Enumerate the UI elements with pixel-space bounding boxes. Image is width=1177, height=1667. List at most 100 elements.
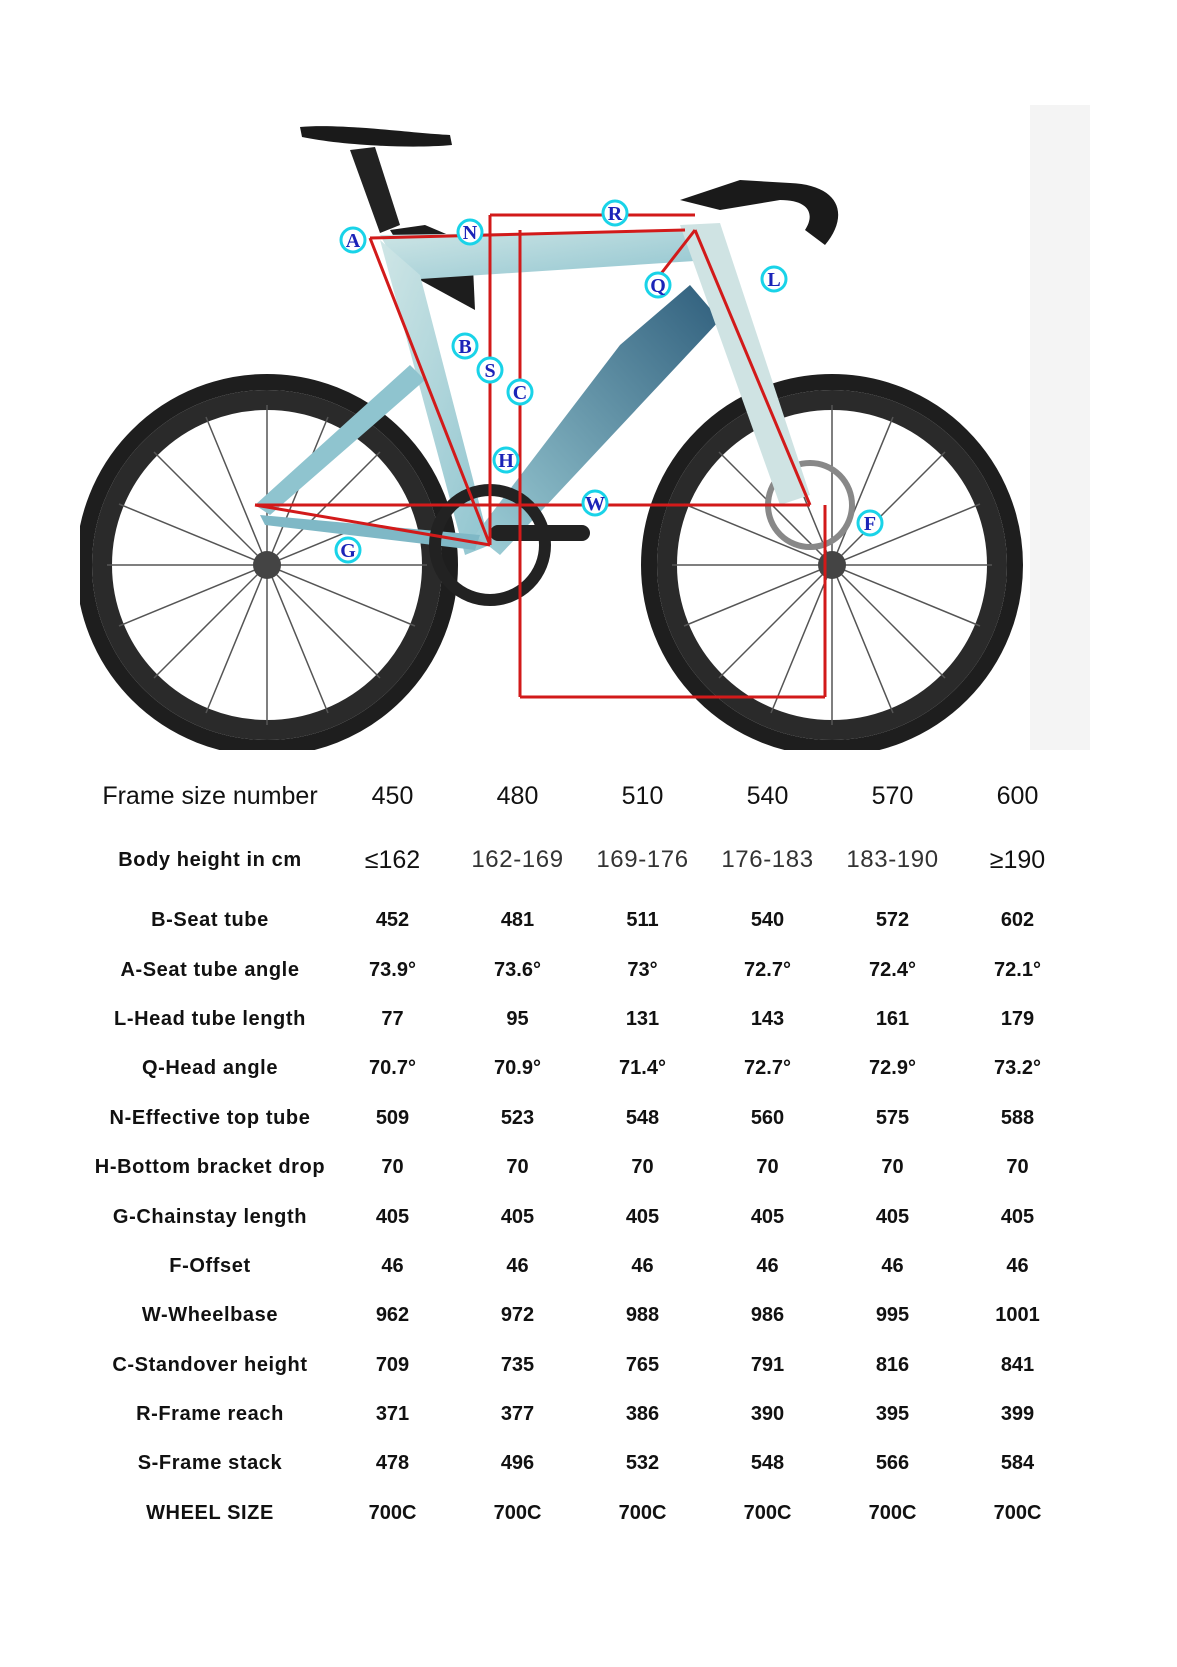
row-value: 179 xyxy=(1000,1007,1035,1030)
row-value: 700C xyxy=(368,1501,417,1524)
frame-size-510: 510 xyxy=(621,781,664,810)
table-row: R-Frame reach 371 377 386 390 395 399 xyxy=(90,1390,1080,1439)
marker-W: W xyxy=(581,489,609,517)
marker-A: A xyxy=(339,226,367,254)
row-value: 511 xyxy=(626,909,659,932)
row-label: L-Head tube length xyxy=(114,1007,306,1030)
row-label: Q-Head angle xyxy=(141,1057,279,1080)
row-value: 841 xyxy=(1000,1353,1035,1376)
row-value: 46 xyxy=(881,1254,904,1277)
table-row: F-Offset 46 46 46 46 46 46 xyxy=(90,1242,1080,1291)
marker-N-letter: N xyxy=(463,222,478,244)
row-value: 548 xyxy=(750,1452,785,1475)
row-value: 972 xyxy=(500,1304,535,1327)
row-value: 700C xyxy=(993,1501,1042,1524)
row-value: 131 xyxy=(625,1007,660,1030)
frame-size-540: 540 xyxy=(746,781,789,810)
marker-F-letter: F xyxy=(864,513,876,535)
row-value: 523 xyxy=(500,1106,535,1129)
row-value: 532 xyxy=(625,1452,660,1475)
row-value: 584 xyxy=(1000,1452,1035,1475)
row-value: 72.7° xyxy=(744,958,791,981)
row-value: 46 xyxy=(631,1254,654,1277)
row-value: 46 xyxy=(506,1254,529,1277)
row-value: 405 xyxy=(875,1205,910,1228)
table-row: H-Bottom bracket drop 70 70 70 70 70 70 xyxy=(90,1143,1080,1192)
bike-frame xyxy=(255,126,839,606)
row-value: 509 xyxy=(375,1106,410,1129)
row-value: 70.7° xyxy=(369,1057,416,1080)
row-label: F-Offset xyxy=(169,1254,251,1277)
row-value: 405 xyxy=(375,1205,410,1228)
marker-B-letter: B xyxy=(458,336,471,358)
marker-C-letter: C xyxy=(513,382,527,404)
row-value: 77 xyxy=(381,1007,404,1030)
marker-N: N xyxy=(456,218,484,246)
row-value: 700C xyxy=(493,1501,542,1524)
row-value: 700C xyxy=(743,1501,792,1524)
marker-S-letter: S xyxy=(484,360,495,382)
row-value: 70 xyxy=(381,1156,404,1179)
table-row: S-Frame stack 478 496 532 548 566 584 xyxy=(90,1439,1080,1488)
row-value: 986 xyxy=(750,1304,785,1327)
row-value: 452 xyxy=(375,909,410,932)
row-value: 735 xyxy=(500,1353,535,1376)
geometry-table: Frame size number 450 480 510 540 570 60… xyxy=(90,768,1080,1538)
row-value: 405 xyxy=(1000,1205,1035,1228)
row-value: 572 xyxy=(875,909,910,932)
row-value: 566 xyxy=(875,1452,910,1475)
row-value: 588 xyxy=(1000,1106,1035,1129)
body-height-cell: ≤162 xyxy=(364,845,421,874)
row-value: 70 xyxy=(756,1156,779,1179)
rear-wheel xyxy=(80,374,458,750)
row-value: 70 xyxy=(506,1156,529,1179)
table-row: G-Chainstay length 405 405 405 405 405 405 xyxy=(90,1192,1080,1241)
row-label: C-Standover height xyxy=(112,1353,308,1376)
front-wheel xyxy=(641,374,1023,750)
body-height-cell: 169-176 xyxy=(596,846,689,873)
row-value: 71.4° xyxy=(619,1057,666,1080)
table-row: N-Effective top tube 509 523 548 560 575 588 xyxy=(90,1094,1080,1143)
row-value: 73.6° xyxy=(494,958,541,981)
row-value: 405 xyxy=(750,1205,785,1228)
table-row: W-Wheelbase 962 972 988 986 995 1001 xyxy=(90,1291,1080,1340)
body-height-cell: ≥190 xyxy=(989,845,1046,874)
table-row: B-Seat tube 452 481 511 540 572 602 xyxy=(90,896,1080,945)
row-value: 72.7° xyxy=(744,1057,791,1080)
row-value: 1001 xyxy=(995,1304,1040,1327)
row-value: 72.9° xyxy=(869,1057,916,1080)
body-height-cell: 176-183 xyxy=(721,846,814,873)
row-label: A-Seat tube angle xyxy=(120,958,300,981)
row-label: W-Wheelbase xyxy=(141,1304,279,1327)
row-value: 73.2° xyxy=(994,1057,1041,1080)
row-value: 95 xyxy=(506,1007,529,1030)
row-value: 72.1° xyxy=(994,958,1041,981)
row-value: 791 xyxy=(750,1353,785,1376)
marker-B: B xyxy=(451,332,479,360)
row-value: 709 xyxy=(375,1353,410,1376)
row-label: G-Chainstay length xyxy=(112,1205,308,1228)
marker-G: G xyxy=(334,536,362,564)
row-value: 72.4° xyxy=(869,958,916,981)
row-value: 70 xyxy=(1006,1156,1029,1179)
row-value: 962 xyxy=(375,1304,410,1327)
row-label: S-Frame stack xyxy=(137,1452,283,1475)
row-value: 399 xyxy=(1000,1403,1035,1426)
row-value: 143 xyxy=(750,1007,785,1030)
frame-size-450: 450 xyxy=(371,781,414,810)
table-row: L-Head tube length 77 95 131 143 161 179 xyxy=(90,995,1080,1044)
row-label: N-Effective top tube xyxy=(109,1106,311,1129)
row-value: 161 xyxy=(875,1007,910,1030)
table-row: A-Seat tube angle 73.9° 73.6° 73° 72.7° 72.4°… xyxy=(90,945,1080,994)
row-value: 371 xyxy=(375,1403,410,1426)
row-value: 560 xyxy=(750,1106,785,1129)
row-value: 386 xyxy=(625,1403,660,1426)
row-label: H-Bottom bracket drop xyxy=(94,1156,326,1179)
marker-R-letter: R xyxy=(608,203,623,225)
row-value: 70 xyxy=(881,1156,904,1179)
row-value: 548 xyxy=(625,1106,660,1129)
row-value: 602 xyxy=(1000,909,1035,932)
row-value: 46 xyxy=(756,1254,779,1277)
row-label: R-Frame reach xyxy=(136,1403,284,1426)
marker-H: H xyxy=(492,446,520,474)
